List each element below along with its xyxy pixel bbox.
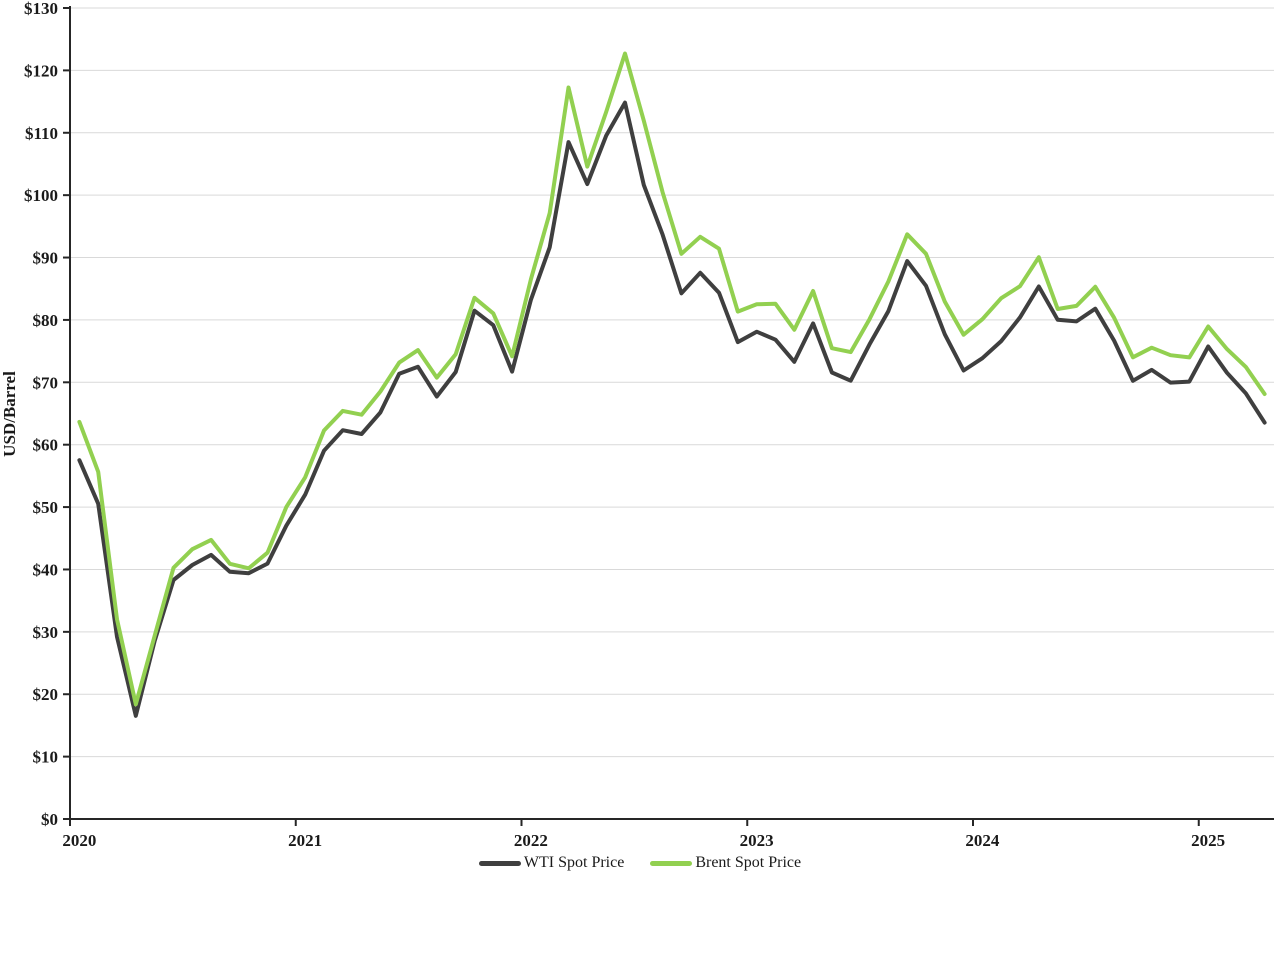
wti-price-line xyxy=(77,100,1267,718)
y-tick-label: $20 xyxy=(33,685,59,704)
legend: WTI Spot Price Brent Spot Price xyxy=(0,851,1280,875)
x-tick-label: 2023 xyxy=(740,831,774,850)
x-tick-label: 2025 xyxy=(1191,831,1225,850)
y-tick-label: $100 xyxy=(24,186,58,205)
legend-item-brent: Brent Spot Price xyxy=(650,854,801,872)
wti-line-swatch xyxy=(478,860,521,866)
y-tick-label: $30 xyxy=(33,623,59,642)
y-tick-label: $70 xyxy=(33,373,59,392)
x-tick-label: 2022 xyxy=(514,831,548,850)
y-tick-label: $50 xyxy=(33,498,59,517)
y-tick-label: $0 xyxy=(41,810,58,829)
legend-label-brent: Brent Spot Price xyxy=(695,854,802,871)
x-tick-label: 2021 xyxy=(288,831,322,850)
y-tick-label: $40 xyxy=(33,560,59,579)
y-tick-label: $10 xyxy=(33,748,59,767)
brent-price-line xyxy=(77,51,1267,707)
axes xyxy=(69,6,1274,820)
y-tick-label: $120 xyxy=(24,61,58,80)
y-axis-title: USD/Barrel xyxy=(0,371,19,457)
x-tick-label: 2020 xyxy=(62,831,96,850)
legend-item-wti: WTI Spot Price xyxy=(478,854,625,872)
price-chart-plot: $0 $10 $20 $30 $40 $50 $60 $70 $80 $90 $100 $110 $12… xyxy=(24,0,1274,850)
y-axis-ticks: $0 $10 $20 $30 $40 $50 $60 $70 $80 $90 $100 $110 $12… xyxy=(24,0,70,829)
gridlines xyxy=(70,7,1274,758)
x-tick-label: 2024 xyxy=(965,831,1000,850)
y-tick-label: $130 xyxy=(24,0,58,18)
y-tick-label: $80 xyxy=(33,311,59,330)
brent-line-swatch xyxy=(650,860,693,866)
x-axis-ticks: 2020 2021 2022 2023 2024 2025 xyxy=(62,819,1225,850)
y-tick-label: $110 xyxy=(25,124,58,143)
y-tick-label: $90 xyxy=(33,249,59,268)
legend-label-wti: WTI Spot Price xyxy=(523,854,625,871)
y-tick-label: $60 xyxy=(33,436,59,455)
